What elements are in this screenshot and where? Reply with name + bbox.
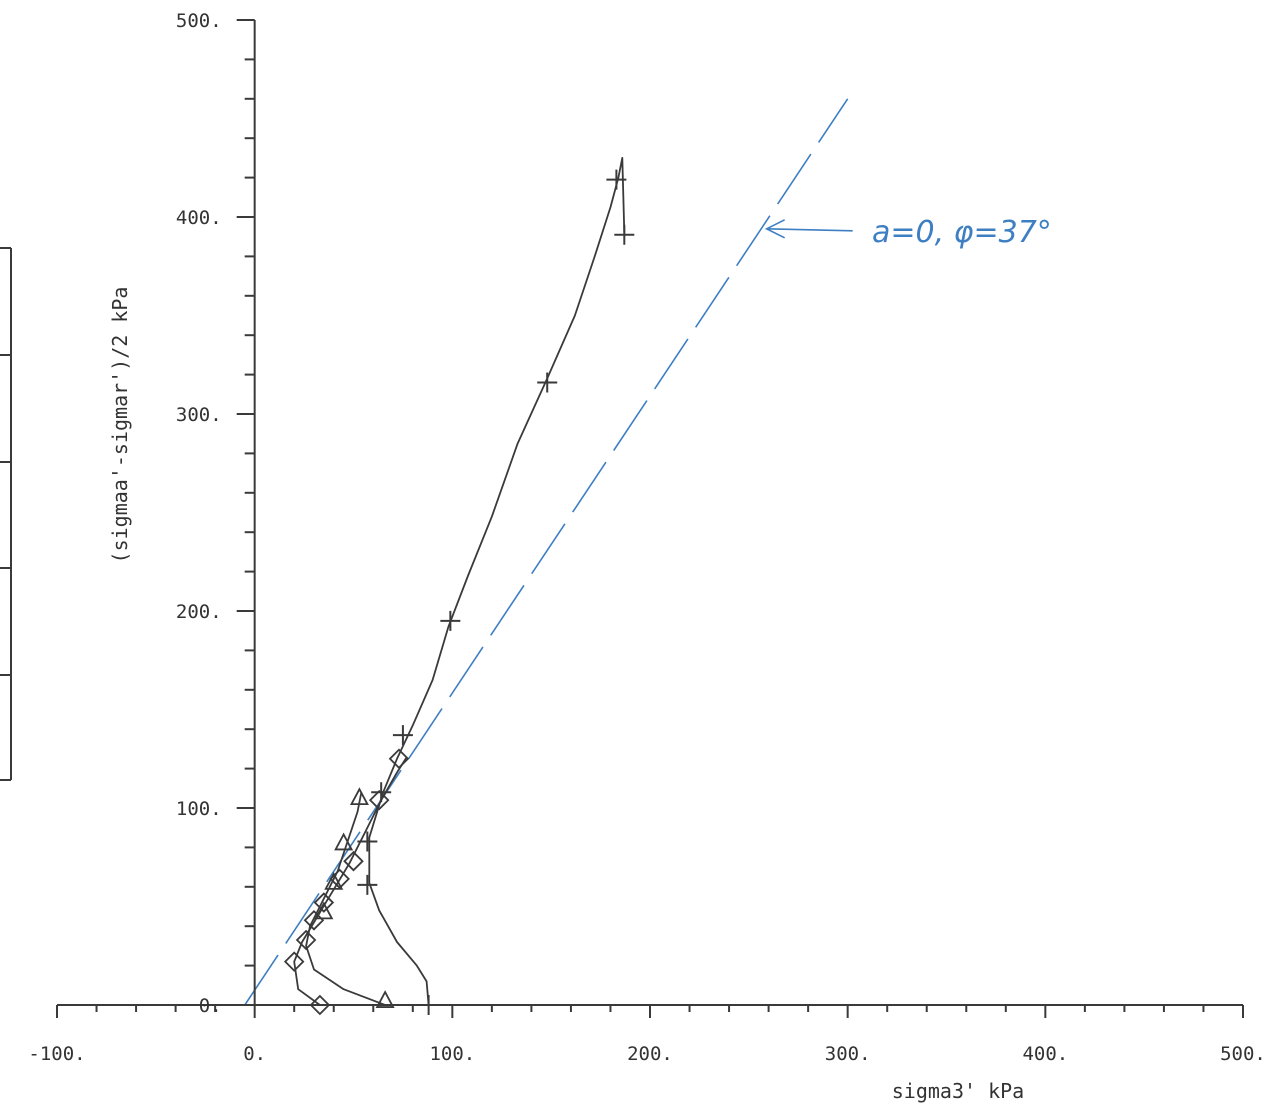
x-tick-label: 300. [825,1043,871,1065]
x-tick-label: 200. [627,1043,673,1065]
neighbor-plot-edge [0,247,12,781]
diamond-marker [283,951,305,972]
x-axis-label: sigma3' kPa [892,1079,1024,1103]
y-tick-label: 0. [199,995,222,1017]
plus-series-line [368,156,626,1006]
diamond-marker [329,868,350,890]
triangle-marker [349,787,369,806]
x-tick-label: 0. [243,1043,266,1065]
diamond-marker [309,994,331,1016]
triangle-marker [314,901,334,920]
diamond-series-line [293,756,408,1006]
tick-labels: -100. 0. 100. 200. 300. 400. 500. 0. 100. 200. 300… [28,10,1265,1065]
series-layer [283,156,635,1016]
diamond-marker [388,748,410,770]
diamond-marker [303,910,325,931]
annotation-arrow-shaft [766,228,853,232]
failure-line-layer [244,98,849,1006]
y-axis-label: (sigmaa'-sigmar')/2 kPa [108,287,132,564]
x-tick-label: 500. [1220,1043,1266,1065]
y-tick-label: 500. [176,10,222,32]
triangle-marker [324,871,344,890]
plus-marker [357,874,378,895]
y-tick-label: 300. [176,404,222,426]
triangle-series-line [305,792,386,1006]
y-tick-label: 200. [176,601,222,623]
triangle-marker [334,832,354,851]
plus-marker [606,169,627,190]
y-tick-label: 400. [176,207,222,229]
plus-marker [537,372,558,393]
annotation-arrow-head [764,219,786,239]
y-tick-label: 100. [176,798,222,820]
diamond-marker [343,850,364,872]
x-tick-label: 100. [429,1043,475,1065]
annotation-layer: a=0, φ=37° [764,215,1052,250]
plus-marker [614,224,635,245]
plus-marker [392,725,413,746]
failure-line-annotation: a=0, φ=37° [872,215,1052,250]
x-tick-label: 400. [1022,1043,1068,1065]
plus-marker [418,995,439,1015]
diamond-marker [295,929,317,951]
diamond-marker [368,789,390,811]
x-tick-label: -100. [28,1043,85,1065]
failure-envelope-line [244,98,849,1006]
axes [56,19,1244,1018]
triangle-marker [375,990,395,1008]
diamond-marker [313,892,335,913]
plus-marker [440,610,461,631]
